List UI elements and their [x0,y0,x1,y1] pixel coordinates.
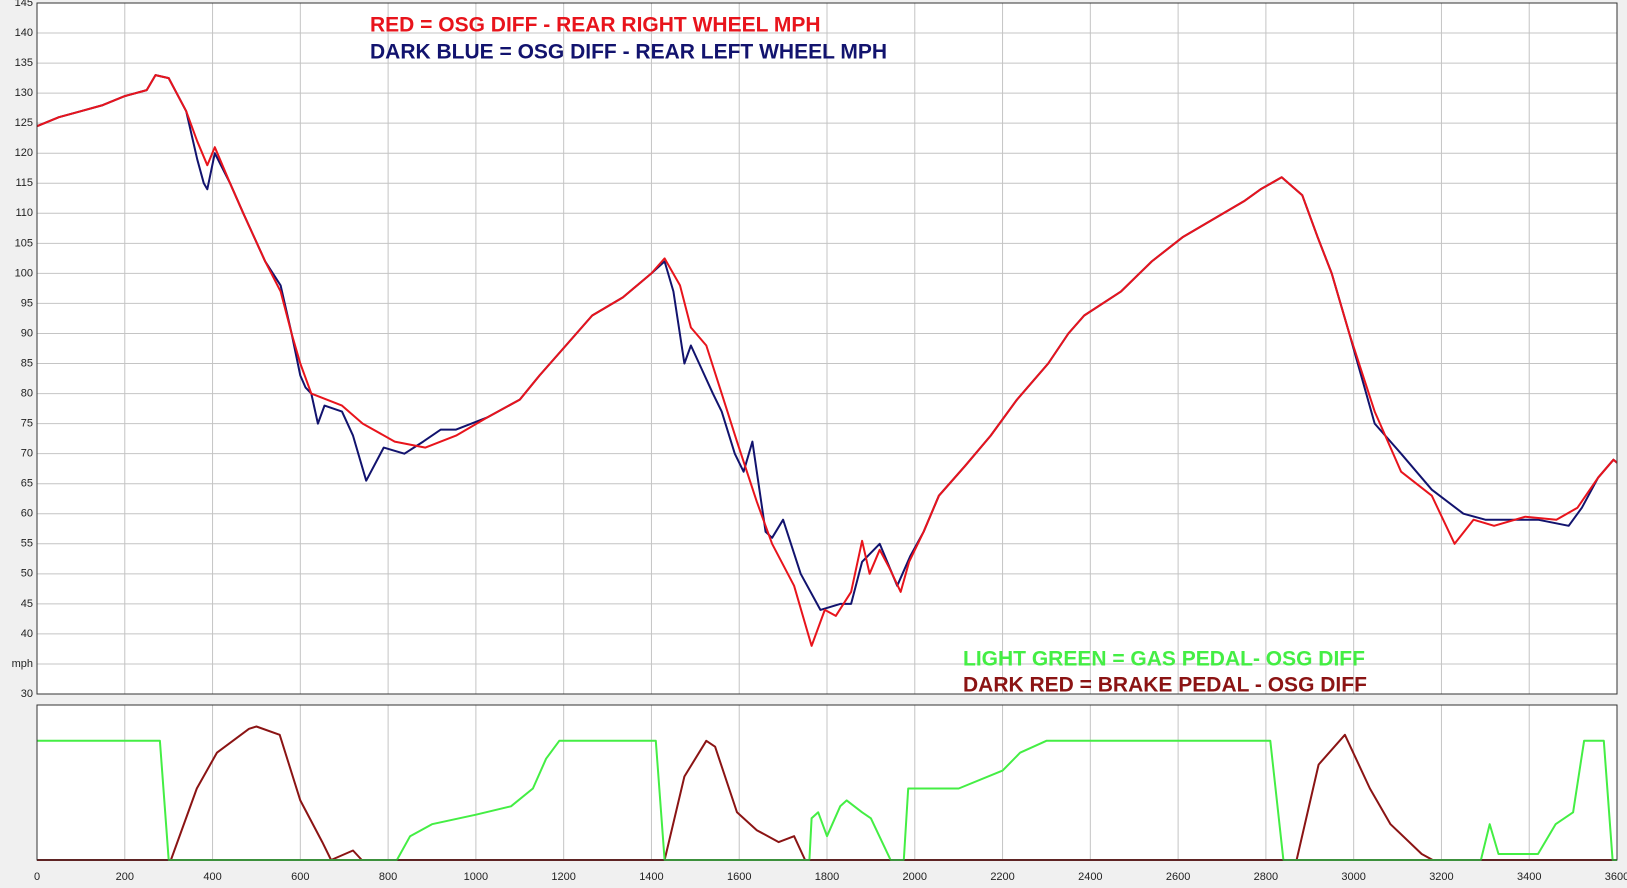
y-tick-label: 40 [21,628,33,640]
legend-label: LIGHT GREEN = GAS PEDAL- OSG DIFF [963,648,1365,671]
x-tick-label: 1400 [639,871,663,883]
x-tick-label: 0 [34,871,40,883]
legend-label: RED = OSG DIFF - REAR RIGHT WHEEL MPH [370,14,821,37]
y-tick-label: 130 [15,87,33,99]
x-tick-label: 3200 [1429,871,1453,883]
y-tick-label: 105 [15,237,33,249]
legend-label: DARK RED = BRAKE PEDAL - OSG DIFF [963,674,1367,697]
y-tick-label: 115 [15,177,33,189]
y-tick-label: 100 [15,267,33,279]
y-tick-label: 140 [15,27,33,39]
x-tick-label: 1200 [551,871,575,883]
y-tick-label: 90 [21,327,33,339]
x-tick-label: 2400 [1078,871,1102,883]
y-tick-label: 75 [21,418,33,430]
legend-label: DARK BLUE = OSG DIFF - REAR LEFT WHEEL M… [370,41,887,64]
y-tick-label: 110 [15,207,33,219]
y-tick-label: 145 [15,0,33,9]
series-line [36,74,1618,647]
x-tick-label: 2600 [1166,871,1190,883]
y-tick-label: 95 [21,297,33,309]
y-tick-label: mph [12,658,33,670]
y-tick-label: 50 [21,568,33,580]
x-tick-label: 2000 [903,871,927,883]
x-tick-label: 800 [379,871,397,883]
y-tick-label: 30 [21,688,33,700]
y-tick-label: 60 [21,508,33,520]
y-tick-label: 70 [21,448,33,460]
plot-border [36,704,1618,861]
y-tick-label: 45 [21,598,33,610]
x-tick-label: 1600 [727,871,751,883]
x-tick-label: 1000 [464,871,488,883]
plot-border [36,2,1618,695]
x-tick-label: 2200 [990,871,1014,883]
y-tick-label: 55 [21,538,33,550]
x-tick-label: 600 [291,871,309,883]
series-line [37,739,1617,861]
y-tick-label: 80 [21,387,33,399]
y-tick-label: 65 [21,478,33,490]
y-tick-label: 85 [21,357,33,369]
y-tick-label: 135 [15,57,33,69]
x-tick-label: 3600 [1605,871,1627,883]
series-line [37,725,1617,861]
x-tick-label: 400 [203,871,221,883]
y-tick-label: 120 [15,147,33,159]
x-tick-label: 1800 [815,871,839,883]
x-tick-label: 3400 [1517,871,1541,883]
x-tick-label: 2800 [1254,871,1278,883]
x-tick-label: 3000 [1341,871,1365,883]
x-tick-label: 200 [116,871,134,883]
y-tick-label: 125 [15,117,33,129]
